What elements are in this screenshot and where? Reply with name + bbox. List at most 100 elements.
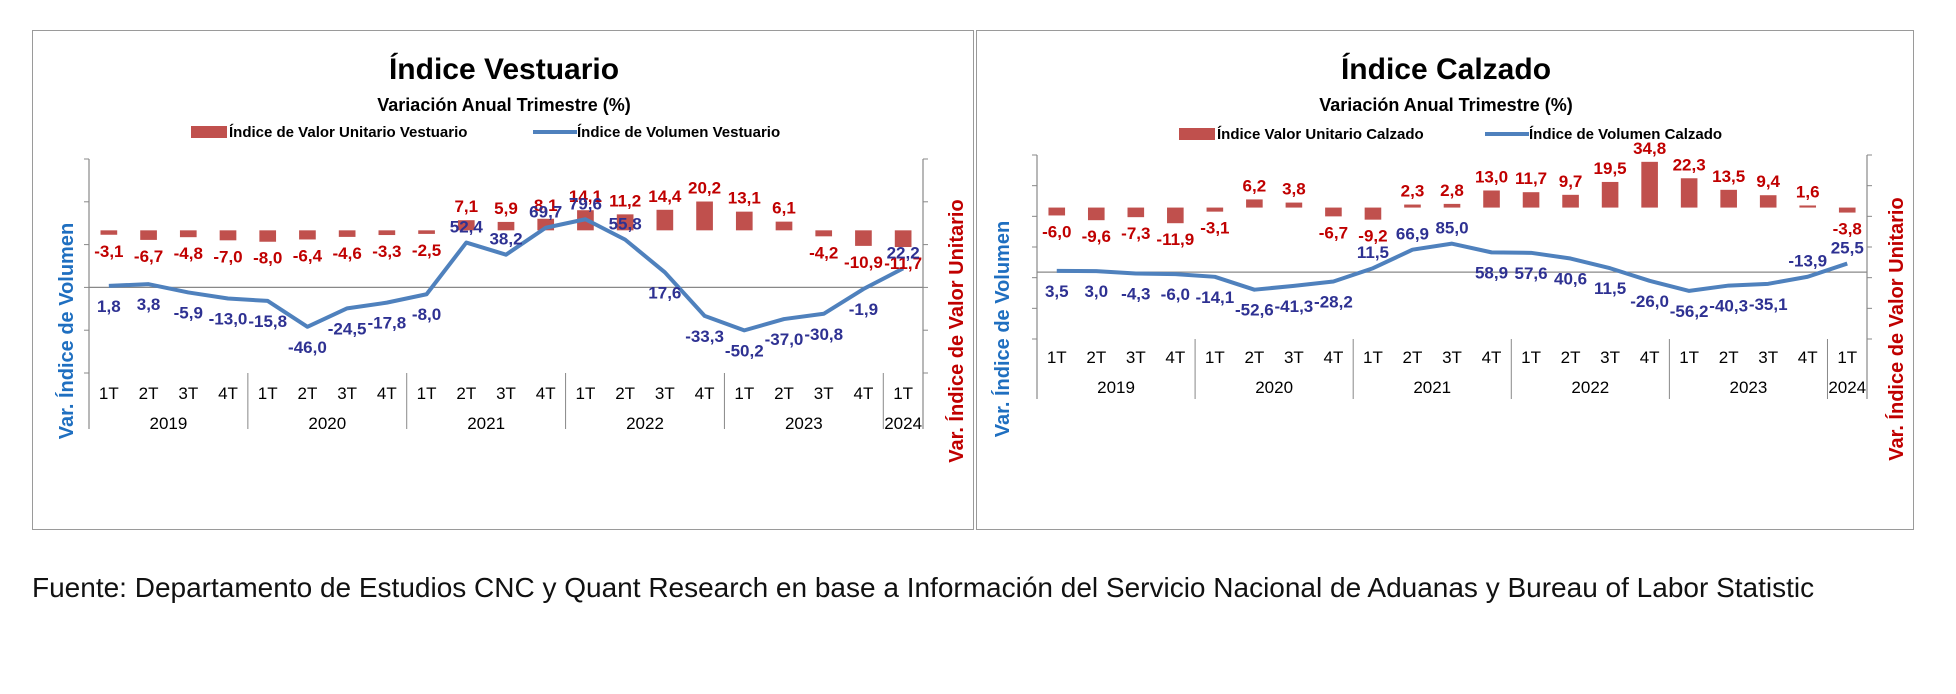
bar: [299, 230, 316, 240]
line-label: -4,3: [1121, 285, 1150, 304]
bar-label: 8,1: [534, 196, 558, 215]
chart-panel-vestuario: Índice Vestuario Variación Anual Trimest…: [32, 30, 974, 530]
x-tick-label: 2T: [298, 384, 318, 403]
bar-label: 22,3: [1673, 155, 1706, 174]
chart-subtitle: Variación Anual Trimestre (%): [377, 95, 630, 115]
bar-label: 13,0: [1475, 167, 1508, 186]
volume-line: [1056, 241, 1848, 293]
x-tick-label: 1T: [1205, 348, 1225, 367]
bar: [616, 214, 634, 231]
x-tick-label: 1T: [1363, 348, 1383, 367]
bar-label: -9,2: [1358, 227, 1387, 246]
line-label: -14,1: [1195, 288, 1234, 307]
bar-label: 1,6: [1796, 182, 1820, 201]
chart-title: Índice Vestuario: [389, 52, 619, 86]
bar: [1443, 203, 1461, 208]
line-label: -56,2: [1670, 302, 1709, 321]
bar: [1325, 207, 1342, 217]
right-axis-title: Var. Índice de Valor Unitario: [1885, 197, 1908, 460]
line-label: -13,9: [1788, 252, 1827, 271]
x-tick-label: 2T: [1403, 348, 1423, 367]
x-tick-label: 4T: [1482, 348, 1502, 367]
x-tick-label: 2T: [1719, 348, 1739, 367]
line-label: -37,0: [765, 330, 804, 349]
line-label: -33,3: [685, 327, 724, 346]
bar-label: -11,9: [1156, 230, 1194, 249]
year-label: 2021: [1413, 378, 1451, 397]
year-label: 2019: [150, 414, 188, 433]
x-tick-label: 1T: [893, 384, 913, 403]
x-tick-label: 3T: [1758, 348, 1778, 367]
bar-label: 34,8: [1633, 139, 1666, 158]
right-axis-title: Var. Índice de Valor Unitario: [945, 199, 968, 462]
line-label: 3,0: [1084, 282, 1108, 301]
year-label: 2021: [467, 414, 505, 433]
bar-label: -4,2: [809, 243, 838, 262]
line-label: -41,3: [1275, 297, 1314, 316]
line-label: -5,9: [174, 303, 203, 322]
bar: [1562, 194, 1579, 208]
bar: [457, 220, 475, 231]
bar-label: -11,7: [884, 254, 922, 273]
x-tick-label: 1T: [1679, 348, 1699, 367]
chart-title: Índice Calzado: [1341, 52, 1551, 86]
line-label: -15,8: [248, 312, 287, 331]
chart-subtitle: Variación Anual Trimestre (%): [1319, 95, 1572, 115]
bar-label: -3,1: [94, 242, 123, 261]
bar: [1167, 207, 1184, 224]
bar: [1641, 161, 1658, 208]
x-tick-label: 1T: [1521, 348, 1541, 367]
bar-label: 5,9: [494, 199, 518, 218]
legend-bar-label: Índice de Valor Unitario Vestuario: [229, 124, 467, 141]
year-label: 2019: [1097, 378, 1135, 397]
bar: [1246, 199, 1263, 208]
bar: [378, 230, 396, 236]
line-label: 69,7: [529, 203, 562, 222]
bar: [1127, 207, 1145, 218]
x-tick-label: 4T: [1640, 348, 1660, 367]
year-label: 2022: [1571, 378, 1609, 397]
line-label: -8,0: [412, 305, 441, 324]
bar: [1483, 190, 1500, 208]
line-label: -28,2: [1314, 293, 1353, 312]
bar-label: -7,0: [213, 247, 242, 266]
x-tick-label: 2T: [456, 384, 476, 403]
line-label: 66,9: [1396, 225, 1429, 244]
bar: [1601, 181, 1619, 208]
x-tick-label: 1T: [1047, 348, 1067, 367]
x-tick-label: 4T: [377, 384, 397, 403]
bar: [537, 218, 555, 231]
line-label: -6,0: [1161, 285, 1190, 304]
legend-line-label: Índice de Volumen Calzado: [1529, 126, 1722, 143]
year-label: 2020: [1255, 378, 1293, 397]
x-tick-label: 1T: [417, 384, 437, 403]
bar-label: -2,5: [412, 241, 441, 260]
legend-bar-label: Índice Valor Unitario Calzado: [1217, 126, 1424, 143]
x-tick-label: 1T: [734, 384, 754, 403]
bar-label: 9,4: [1756, 172, 1780, 191]
legend-line-label: Índice de Volumen Vestuario: [577, 124, 780, 141]
x-tick-label: 3T: [1442, 348, 1462, 367]
line-label: 1,8: [97, 297, 121, 316]
line-label: 57,6: [1515, 264, 1548, 283]
bar-label: 13,5: [1712, 167, 1745, 186]
year-label: 2024: [884, 414, 922, 433]
bar-label: 14,4: [648, 187, 682, 206]
bar-label: -6,7: [134, 247, 163, 266]
line-label: 85,0: [1435, 219, 1468, 238]
bar: [1759, 195, 1777, 208]
line-label: -1,9: [849, 300, 878, 319]
line-label: -52,6: [1235, 301, 1274, 320]
chart-vestuario: Índice Vestuario Variación Anual Trimest…: [55, 52, 968, 463]
line-label: 11,5: [1357, 243, 1389, 262]
bar-label: -7,3: [1121, 224, 1150, 243]
bar: [140, 230, 157, 240]
bar-label: -4,8: [174, 244, 203, 263]
bar: [100, 230, 118, 235]
line-label: 79,6: [569, 194, 602, 213]
bar-label: 13,1: [728, 189, 761, 208]
legend-bar-swatch: [191, 126, 227, 138]
line-label: 3,5: [1045, 282, 1069, 301]
bar: [1364, 207, 1382, 220]
bar-label: -6,7: [1319, 223, 1348, 242]
